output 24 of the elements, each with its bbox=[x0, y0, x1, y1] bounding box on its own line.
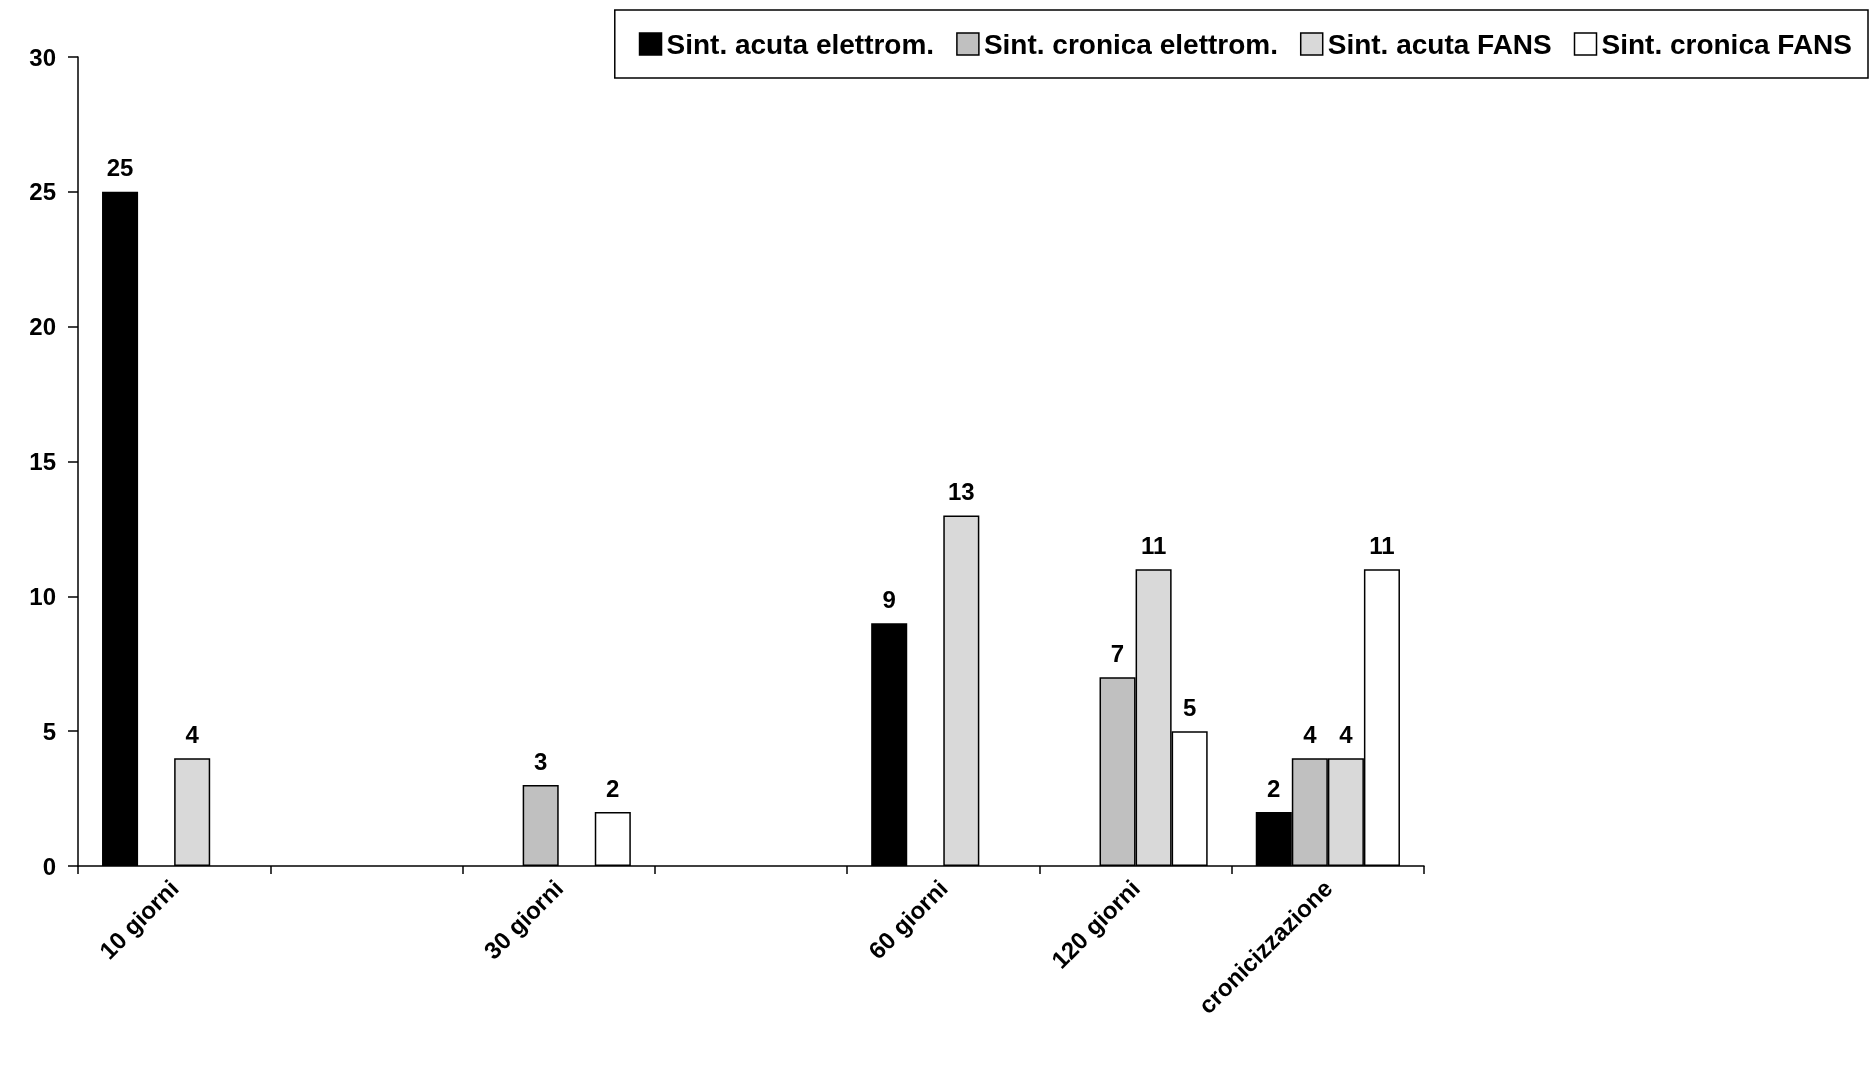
data-label: 4 bbox=[185, 720, 200, 748]
data-label: 2 bbox=[1267, 774, 1281, 802]
legend-label: Sint. acuta FANS bbox=[1327, 28, 1552, 60]
y-tick-label: 30 bbox=[29, 43, 56, 71]
legend-label: Sint. cronica elettrom. bbox=[983, 28, 1278, 60]
data-label: 11 bbox=[1140, 531, 1167, 559]
data-label: 4 bbox=[1303, 720, 1318, 748]
data-label: 25 bbox=[106, 154, 134, 182]
data-label: 7 bbox=[1110, 639, 1125, 667]
data-label: 3 bbox=[534, 747, 548, 775]
y-tick-label: 5 bbox=[42, 717, 56, 745]
data-label: 2 bbox=[606, 774, 620, 802]
y-tick-label: 20 bbox=[29, 313, 56, 341]
data-label: 4 bbox=[1339, 720, 1354, 748]
data-label: 9 bbox=[882, 585, 896, 613]
data-label: 11 bbox=[1369, 531, 1395, 559]
y-tick-label: 0 bbox=[42, 852, 56, 880]
y-tick-label: 10 bbox=[29, 582, 56, 610]
data-label: 5 bbox=[1182, 693, 1197, 721]
y-tick-label: 15 bbox=[29, 448, 56, 475]
data-label: 13 bbox=[947, 477, 975, 505]
legend-label: Sint. acuta elettrom. bbox=[666, 28, 935, 60]
legend-label: Sint. cronica FANS bbox=[1601, 28, 1852, 60]
y-tick-label: 25 bbox=[29, 178, 56, 206]
